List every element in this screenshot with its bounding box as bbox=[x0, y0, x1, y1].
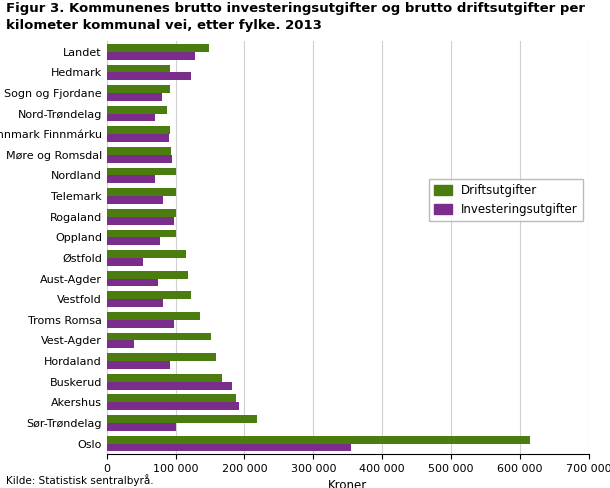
Text: kilometer kommunal vei, etter fylke. 2013: kilometer kommunal vei, etter fylke. 201… bbox=[6, 19, 322, 32]
Bar bbox=[107, 155, 172, 163]
Bar bbox=[107, 279, 159, 286]
Bar bbox=[107, 134, 169, 142]
Bar bbox=[107, 423, 176, 431]
Bar bbox=[107, 114, 155, 122]
Bar bbox=[107, 196, 163, 204]
Bar bbox=[107, 85, 170, 93]
Bar bbox=[107, 374, 223, 382]
Bar bbox=[107, 291, 191, 299]
Bar bbox=[107, 299, 163, 307]
Bar bbox=[107, 333, 212, 341]
Bar bbox=[107, 444, 351, 451]
Bar bbox=[107, 258, 143, 266]
Bar bbox=[107, 312, 199, 320]
Bar bbox=[107, 217, 174, 224]
Bar bbox=[107, 188, 176, 196]
Bar bbox=[107, 147, 171, 155]
Bar bbox=[107, 361, 170, 369]
Bar bbox=[107, 229, 176, 237]
Text: Figur 3. Kommunenes brutto investeringsutgifter og brutto driftsutgifter per: Figur 3. Kommunenes brutto investeringsu… bbox=[6, 2, 585, 16]
X-axis label: Kroner: Kroner bbox=[328, 479, 367, 488]
Bar bbox=[107, 106, 167, 114]
Bar bbox=[107, 402, 239, 410]
Bar bbox=[107, 271, 188, 279]
Bar bbox=[107, 209, 176, 217]
Bar bbox=[107, 382, 232, 389]
Bar bbox=[107, 341, 134, 348]
Bar bbox=[107, 44, 209, 52]
Bar bbox=[107, 64, 170, 72]
Legend: Driftsutgifter, Investeringsutgifter: Driftsutgifter, Investeringsutgifter bbox=[429, 179, 583, 221]
Bar bbox=[107, 415, 257, 423]
Bar bbox=[107, 250, 186, 258]
Bar bbox=[107, 52, 195, 60]
Bar bbox=[107, 72, 191, 80]
Bar bbox=[107, 353, 215, 361]
Text: Kilde: Statistisk sentralbyrå.: Kilde: Statistisk sentralbyrå. bbox=[6, 474, 154, 486]
Bar bbox=[107, 436, 530, 444]
Bar bbox=[107, 320, 174, 327]
Bar bbox=[107, 93, 162, 101]
Bar bbox=[107, 237, 160, 245]
Bar bbox=[107, 176, 155, 183]
Bar bbox=[107, 126, 170, 134]
Bar bbox=[107, 394, 236, 402]
Bar bbox=[107, 168, 176, 176]
